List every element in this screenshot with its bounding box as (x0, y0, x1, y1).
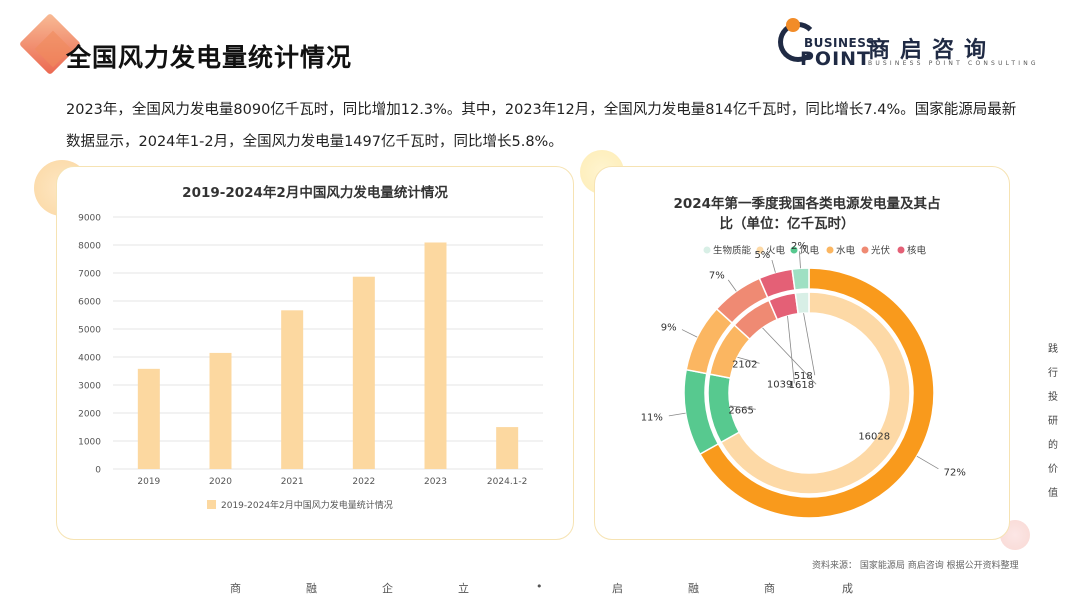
legend-swatch-水电 (826, 246, 834, 254)
side-char: 值 (1048, 488, 1058, 499)
footer-char: 商 (764, 582, 775, 595)
bar-y-tick-label: 3000 (78, 382, 101, 392)
outer-leader-line (668, 412, 686, 417)
bar-2024.1-2 (496, 427, 519, 469)
outer-leader-line (798, 251, 801, 269)
bar-y-tick-label: 7000 (78, 270, 101, 280)
page-title: 全国风力发电量统计情况 (66, 43, 353, 72)
bar-y-tick-label: 6000 (78, 298, 101, 308)
legend-swatch-光伏 (861, 246, 869, 254)
logo-en-line2: POINT (800, 48, 872, 70)
outer-percent-label-水电: 9% (661, 322, 677, 333)
side-char: 价 (1048, 464, 1058, 475)
footer-char: 启 (612, 582, 623, 595)
legend-label-核电: 核电 (907, 245, 927, 257)
footer-char: 企 (382, 582, 393, 595)
legend-label-水电: 水电 (836, 245, 856, 257)
side-char: 践 (1048, 344, 1058, 355)
side-char: 行 (1048, 368, 1058, 379)
bar-legend-label: 2019-2024年2月中国风力发电量统计情况 (221, 499, 393, 511)
inner-leader-line (762, 327, 817, 385)
inner-value-label-生物质能: 518 (794, 371, 813, 382)
bar-x-tick-label: 2023 (424, 477, 447, 487)
bar-x-tick-label: 2021 (281, 477, 304, 487)
bar-2020 (209, 352, 232, 469)
inner-leader-line (803, 313, 816, 376)
outer-percent-label-风电: 11% (641, 412, 663, 423)
side-char: 研 (1048, 416, 1058, 427)
logo-cn: 商启咨询 (868, 38, 997, 63)
legend-label-生物质能: 生物质能 (713, 245, 752, 257)
outer-leader-line (771, 259, 776, 273)
donut-chart-title-line1: 2024年第一季度我国各类电源发电量及其占 (673, 195, 940, 212)
footer-char: 融 (688, 582, 699, 595)
bar-y-tick-label: 8000 (78, 242, 101, 252)
side-char: 投 (1048, 392, 1058, 403)
outer-leader-line (681, 329, 698, 338)
inner-leader-line (787, 315, 795, 384)
bar-2022 (352, 276, 375, 469)
outer-leader-line (916, 455, 939, 470)
inner-value-label-光伏: 1618 (789, 380, 814, 391)
donut-chart-panel: 2024年第一季度我国各类电源发电量及其占 比（单位：亿千瓦时） 生物质能 火电 风… (594, 166, 1010, 540)
legend-label-风电: 风电 (800, 245, 820, 257)
data-source: 资料来源： 国家能源局 商启咨询 根据公开资料整理 (812, 561, 1019, 571)
footer-char: • (536, 580, 543, 593)
outer-slice-火电 (698, 267, 935, 519)
logo-dot-icon (786, 18, 800, 32)
bar-y-tick-label: 4000 (78, 354, 101, 364)
footer-char: 成 (842, 582, 853, 595)
company-logo: BUSINESS POINT 商启咨询 BUSINESS POINT CONSU… (776, 18, 1066, 74)
outer-percent-label-光伏: 7% (709, 271, 725, 282)
donut-chart: 2024年第一季度我国各类电源发电量及其占 比（单位：亿千瓦时） 生物质能 火电 风… (641, 195, 966, 519)
inner-leader-line (737, 356, 760, 364)
bar-y-tick-label: 1000 (78, 438, 101, 448)
footer-slogan: 商 融 企 立 • 启 融 商 成 (0, 580, 1080, 600)
outer-slice-生物质能 (791, 267, 810, 291)
inner-value-label-火电: 16028 (858, 431, 890, 442)
inner-leader-line (729, 405, 756, 410)
bar-chart: 2019-2024年2月中国风力发电量统计情况 2019 2020 2021 2022… (78, 184, 543, 511)
inner-slice-火电 (719, 291, 911, 495)
summary-paragraph: 2023年，全国风力发电量8090亿千瓦时，同比增加12.3%。其中，2023年… (66, 102, 1017, 150)
bar-chart-title: 2019-2024年2月中国风力发电量统计情况 (182, 184, 448, 201)
logo-subtitle: BUSINESS POINT CONSULTING (868, 60, 1039, 67)
bar-chart-panel: 2019-2024年2月中国风力发电量统计情况 2019 2020 2021 2022… (56, 166, 574, 540)
outer-percent-label-核电: 5% (754, 250, 770, 261)
outer-percent-label-火电: 72% (944, 467, 966, 478)
donut-chart-title-line2: 比（单位：亿千瓦时） (720, 215, 855, 232)
legend-label-火电: 火电 (766, 245, 786, 257)
bar-x-tick-label: 2020 (209, 477, 232, 487)
footer-char: 融 (306, 582, 317, 595)
legend-swatch-风电 (790, 246, 798, 254)
logo-en-line1: BUSINESS (804, 36, 875, 50)
legend-label-光伏: 光伏 (871, 245, 891, 257)
bar-y-tick-label: 0 (95, 466, 101, 476)
bar-x-tick-label: 2019 (137, 477, 160, 487)
inner-value-label-风电: 2665 (728, 405, 753, 416)
inner-value-label-水电: 2102 (732, 359, 757, 370)
footer-char: 商 (230, 582, 241, 595)
legend-swatch-火电 (756, 246, 764, 254)
bar-y-tick-label: 5000 (78, 326, 101, 336)
bar-2023 (424, 242, 447, 469)
bar-x-tick-label: 2024.1-2 (487, 477, 527, 487)
inner-slice-生物质能 (794, 291, 810, 315)
outer-leader-line (727, 279, 737, 292)
inner-value-label-核电: 1039 (767, 379, 792, 390)
bar-2021 (281, 310, 304, 469)
footer-char: 立 (458, 582, 469, 595)
bar-legend-swatch (207, 500, 216, 509)
bar-y-tick-label: 2000 (78, 410, 101, 420)
side-char: 的 (1048, 440, 1058, 451)
bar-2019 (137, 368, 160, 469)
legend-swatch-生物质能 (703, 246, 711, 254)
side-slogan: 践 行 投 研 的 价 值 (1046, 340, 1060, 508)
bar-x-tick-label: 2022 (352, 477, 375, 487)
outer-percent-label-生物质能: 2% (791, 241, 807, 252)
bar-y-tick-label: 9000 (78, 214, 101, 224)
legend-swatch-核电 (897, 246, 905, 254)
